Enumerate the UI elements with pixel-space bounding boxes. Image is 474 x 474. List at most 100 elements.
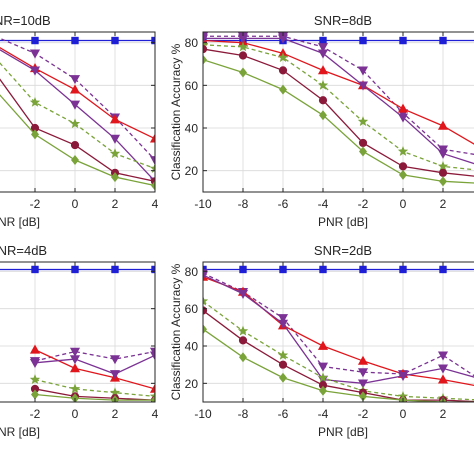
data-point-triangle-down	[357, 66, 369, 76]
data-point-diamond	[150, 395, 155, 402]
chart-title: SNR=8dB	[314, 13, 372, 28]
chart-panel-2: -10 -8 -6 -4 -2 0 2 20 40 60 80 SNR=8dB PNR [dB] Clas…	[169, 13, 474, 229]
x-tick-label: -2	[358, 407, 369, 421]
plot-area	[203, 262, 474, 402]
data-point-star	[29, 96, 41, 107]
axes-box	[0, 261, 156, 403]
data-point-circle	[238, 51, 248, 60]
data-point-diamond	[318, 385, 328, 396]
data-point-square	[151, 265, 155, 274]
data-point-triangle-down	[357, 379, 369, 389]
data-point-triangle-up	[109, 114, 121, 124]
data-point-diamond	[203, 324, 208, 335]
data-point-triangle-down	[69, 347, 81, 357]
series-line-5	[203, 300, 474, 401]
x-tick-label: -10	[194, 407, 212, 421]
data-point-triangle-down	[397, 113, 409, 123]
x-tick-label: -2	[30, 407, 41, 421]
x-tick-label: 2	[112, 407, 119, 421]
grid	[203, 262, 474, 402]
data-point-square	[399, 36, 407, 45]
data-point-triangle-down	[109, 355, 121, 365]
data-point-square	[359, 36, 367, 45]
series-line-5	[203, 44, 474, 171]
series-line-3	[34, 349, 155, 390]
chart-title: SNR=10dB	[0, 13, 51, 28]
data-point-circle	[203, 44, 208, 54]
data-point-square	[111, 265, 119, 274]
plot-area	[203, 32, 474, 192]
data-point-square	[319, 36, 327, 45]
series-group	[0, 32, 155, 191]
data-point-triangle-up	[397, 103, 409, 113]
data-point-triangle-up	[317, 65, 329, 75]
y-tick-label: 20	[185, 377, 199, 391]
chart-title: SNR=2dB	[314, 243, 372, 258]
data-point-diamond	[110, 172, 120, 183]
x-tick-label: -2	[358, 197, 369, 211]
data-point-triangle-down	[203, 271, 209, 281]
data-point-square	[399, 265, 407, 274]
data-point-triangle-down	[237, 289, 249, 299]
data-point-diamond	[318, 110, 328, 121]
series-line-5	[34, 378, 155, 398]
x-tick-label: 2	[440, 197, 447, 211]
chart-panel-3: -2 0 2 4 SNR=4dB PNR [dB]	[0, 243, 159, 439]
data-point-star	[277, 52, 289, 62]
x-tick-label: -8	[238, 197, 249, 211]
x-tick-label: -10	[194, 197, 212, 211]
series-line-4	[203, 37, 474, 165]
data-point-triangle-up	[203, 35, 209, 45]
series-line-4	[203, 274, 474, 384]
data-point-triangle-down	[317, 362, 329, 372]
data-point-triangle-down	[437, 364, 449, 374]
data-point-triangle-up	[69, 84, 81, 94]
y-axis-label: Classification Accuracy %	[169, 263, 183, 400]
data-point-star	[237, 41, 249, 52]
data-point-square	[111, 36, 119, 45]
series-group	[203, 32, 474, 187]
data-point-square	[359, 265, 367, 274]
data-point-square	[439, 265, 447, 274]
data-point-triangle-down	[357, 368, 369, 378]
data-point-triangle-up	[149, 383, 155, 393]
data-point-circle	[318, 96, 328, 105]
data-point-triangle-down	[29, 358, 41, 369]
data-point-triangle-up	[149, 133, 155, 143]
data-point-square	[279, 265, 287, 274]
series-line-6	[34, 388, 155, 401]
data-point-triangle-down	[317, 49, 329, 59]
data-point-diamond	[238, 352, 248, 363]
series-group	[0, 265, 155, 402]
data-point-star	[397, 146, 409, 156]
x-tick-label: -2	[30, 197, 41, 211]
data-point-triangle-down	[277, 314, 289, 324]
data-point-triangle-down	[69, 100, 81, 110]
data-point-diamond	[278, 372, 288, 383]
data-point-triangle-down	[149, 351, 155, 361]
data-point-triangle-down	[277, 319, 289, 329]
x-axis-label: PNR [dB]	[318, 425, 368, 439]
data-point-circle	[438, 168, 448, 177]
x-axis-label: PNR [dB]	[318, 215, 368, 229]
data-point-diamond	[203, 54, 208, 65]
x-tick-label: 2	[112, 197, 119, 211]
data-point-square	[31, 265, 39, 274]
data-point-triangle-up	[317, 340, 329, 350]
data-point-triangle-down	[317, 43, 329, 53]
data-point-square	[239, 265, 247, 274]
data-point-triangle-down	[203, 34, 209, 44]
series-line-2	[203, 272, 474, 377]
y-tick-label: 40	[185, 122, 199, 136]
y-axis-label: Classification Accuracy %	[169, 43, 183, 180]
x-tick-label: -4	[318, 197, 329, 211]
data-point-triangle-up	[357, 355, 369, 365]
y-tick-label: 80	[185, 265, 199, 279]
data-point-star	[437, 160, 449, 171]
data-point-circle	[70, 140, 80, 150]
data-point-triangle-up	[437, 374, 449, 384]
data-point-triangle-down	[397, 372, 409, 382]
data-point-diamond	[438, 176, 448, 187]
data-point-diamond	[278, 84, 288, 95]
